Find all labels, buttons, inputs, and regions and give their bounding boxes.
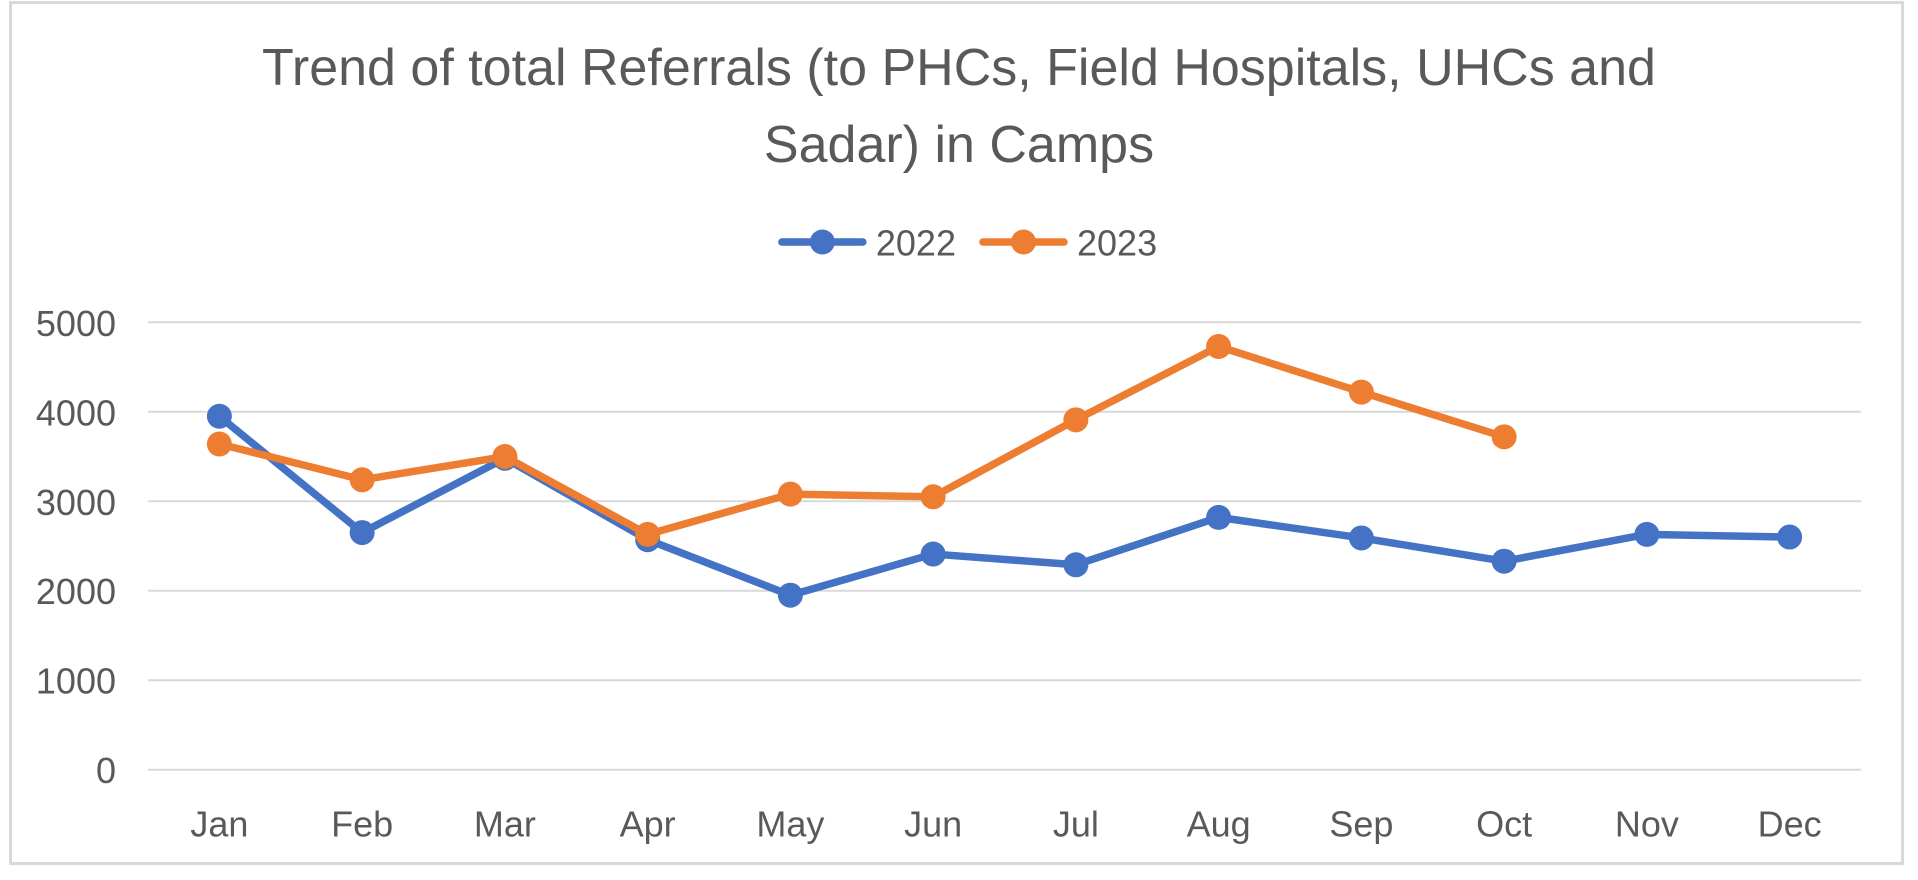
y-axis-label-0: 0: [96, 750, 116, 791]
legend-label-2022: 2022: [876, 223, 956, 264]
chart-title-line-2: Sadar) in Camps: [763, 116, 1155, 174]
chart-border: [9, 1, 1904, 865]
marker-2022-Aug: [1206, 504, 1232, 530]
legend-marker-2022: [809, 229, 835, 255]
y-axis-label-1000: 1000: [36, 661, 116, 702]
x-axis-label-Feb: Feb: [331, 804, 393, 845]
x-axis-label-May: May: [756, 804, 824, 845]
x-axis-label-Jun: Jun: [904, 804, 962, 845]
legend-item-2022: 2022: [778, 223, 956, 264]
x-axis-label-Jan: Jan: [190, 804, 248, 845]
gridlines: [148, 321, 1861, 771]
y-axis-label-2000: 2000: [36, 571, 116, 612]
series-2022: [206, 403, 1803, 608]
marker-2022-Nov: [1634, 521, 1660, 547]
legend: 2022 2023: [778, 223, 1157, 264]
marker-2022-Jun: [920, 541, 946, 567]
marker-2022-Jan: [206, 403, 232, 429]
marker-2023-Sep: [1348, 379, 1374, 405]
marker-2023-Jun: [920, 484, 946, 510]
legend-label-2023: 2023: [1077, 223, 1157, 264]
marker-2023-May: [777, 481, 803, 507]
line-2023: [215, 342, 1508, 539]
y-axis-label-5000: 5000: [36, 303, 116, 344]
marker-2023-Oct: [1491, 424, 1517, 450]
marker-2023-Aug: [1206, 333, 1232, 359]
y-axis-label-4000: 4000: [36, 392, 116, 433]
marker-2023-Jan: [206, 431, 232, 457]
chart-title-line-1: Trend of total Referrals (to PHCs, Field…: [262, 39, 1656, 97]
x-axis-label-Aug: Aug: [1187, 804, 1251, 845]
marker-2022-Sep: [1348, 525, 1374, 551]
marker-2022-Feb: [349, 520, 375, 546]
series-2023: [206, 333, 1517, 547]
x-axis-labels: Jan Feb Mar Apr May Jun Jul Aug Sep Oct Nov Dec: [190, 804, 1821, 845]
marker-2022-Dec: [1777, 524, 1803, 550]
marker-2022-May: [777, 582, 803, 608]
x-axis-label-Apr: Apr: [620, 804, 676, 845]
x-axis-label-Oct: Oct: [1476, 804, 1532, 845]
marker-2023-Jul: [1063, 407, 1089, 433]
marker-2023-Mar: [492, 444, 518, 470]
x-axis-label-Mar: Mar: [474, 804, 536, 845]
line-2022: [215, 412, 1794, 599]
legend-marker-2023: [1011, 229, 1036, 255]
x-axis-label-Jul: Jul: [1053, 804, 1099, 845]
marker-2023-Apr: [635, 521, 661, 547]
marker-2022-Jul: [1063, 552, 1089, 578]
y-axis-label-3000: 3000: [36, 482, 116, 523]
marker-2023-Feb: [349, 467, 375, 493]
chart-title: Trend of total Referrals (to PHCs, Field…: [0, 30, 1918, 184]
x-axis-label-Sep: Sep: [1329, 804, 1393, 845]
x-axis-label-Nov: Nov: [1615, 804, 1679, 845]
legend-item-2023: 2023: [979, 223, 1157, 264]
y-axis-labels: 0 1000 2000 3000 4000 5000: [36, 303, 116, 791]
x-axis-label-Dec: Dec: [1758, 804, 1822, 845]
marker-2022-Oct: [1491, 548, 1517, 574]
